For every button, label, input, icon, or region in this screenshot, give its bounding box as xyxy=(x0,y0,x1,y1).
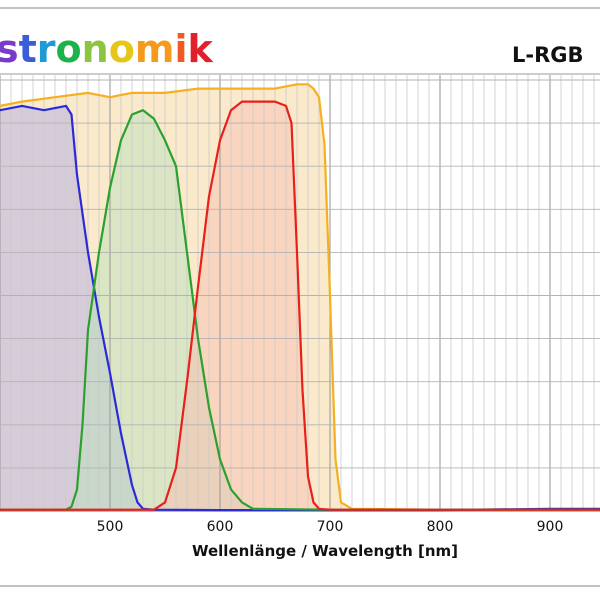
logo-letter: m xyxy=(135,27,175,71)
outer-frame xyxy=(0,7,600,587)
logo-letter: o xyxy=(109,27,135,71)
logo-letter: t xyxy=(19,27,37,71)
x-tick-label: 900 xyxy=(537,519,564,535)
x-tick-label: 700 xyxy=(317,519,344,535)
logo-letter: o xyxy=(56,27,82,71)
filter-fill-area xyxy=(0,105,600,511)
plot-area xyxy=(0,75,600,512)
filter-title: L-RGB xyxy=(512,43,584,67)
logo-letter: k xyxy=(187,27,213,71)
filter-curve xyxy=(0,83,600,511)
brand-logo: stronomik xyxy=(0,27,213,71)
filter-curve xyxy=(0,109,600,511)
logo-letter: r xyxy=(37,27,56,71)
x-tick-labels: 500 600 700 800 900 xyxy=(97,519,564,535)
x-tick-label: 800 xyxy=(427,519,454,535)
filter-fill-area xyxy=(0,110,600,511)
x-tick-label: 600 xyxy=(207,519,234,535)
logo-letter: s xyxy=(0,27,19,71)
grid xyxy=(0,75,600,512)
filter-fill-area xyxy=(0,101,600,511)
x-tick-label: 500 xyxy=(97,519,124,535)
logo-letter: i xyxy=(174,27,187,71)
filter-fills xyxy=(0,84,600,511)
filter-curves xyxy=(0,83,600,512)
filter-curve xyxy=(0,100,600,511)
x-axis-title: Wellenlänge / Wavelength [nm] xyxy=(192,542,458,560)
logo-letter: n xyxy=(82,27,109,71)
